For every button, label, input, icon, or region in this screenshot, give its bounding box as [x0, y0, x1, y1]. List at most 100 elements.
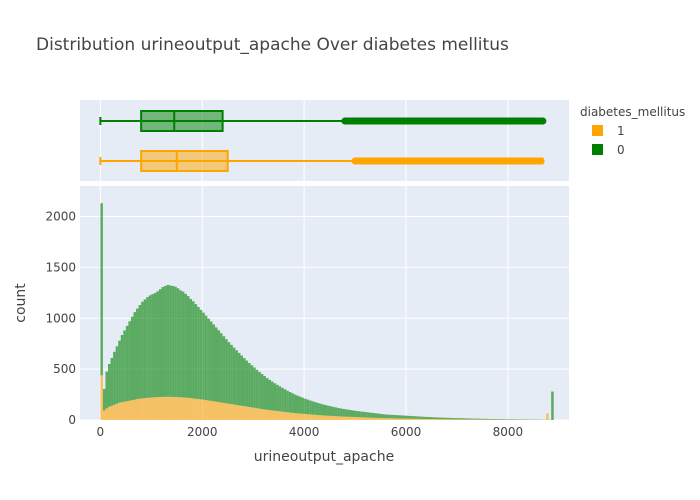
histogram-bar-1[interactable] — [194, 398, 198, 420]
histogram-bar-0[interactable] — [372, 413, 376, 418]
legend-item-1[interactable]: 1 — [592, 124, 625, 138]
histogram-bar-1[interactable] — [434, 419, 437, 420]
histogram-bar-1[interactable] — [123, 401, 126, 420]
histogram-bar-1[interactable] — [393, 418, 396, 420]
histogram-bar-0[interactable] — [108, 364, 111, 407]
histogram-bar-1[interactable] — [153, 397, 157, 420]
histogram-bar-1[interactable] — [273, 410, 277, 420]
histogram-bar-1[interactable] — [212, 401, 215, 420]
histogram-bar-1[interactable] — [105, 408, 109, 420]
histogram-bar-0[interactable] — [171, 286, 175, 397]
histogram-bar-1[interactable] — [136, 399, 139, 420]
histogram-bar-1[interactable] — [411, 418, 414, 420]
histogram-bar-0[interactable] — [416, 416, 419, 419]
histogram-bar-0[interactable] — [268, 379, 272, 411]
legend[interactable]: diabetes_mellitus 10 — [580, 105, 685, 157]
histogram-bar-0[interactable] — [327, 405, 330, 416]
histogram-bar-0[interactable] — [146, 297, 149, 398]
histogram-bar-1[interactable] — [375, 417, 378, 420]
histogram-bar-1[interactable] — [125, 401, 129, 420]
histogram-bar-1[interactable] — [441, 419, 445, 420]
histogram-bar-1[interactable] — [100, 375, 103, 420]
histogram-bar-1[interactable] — [403, 418, 406, 420]
histogram-bar-1[interactable] — [108, 406, 111, 420]
legend-item-0[interactable]: 0 — [592, 143, 625, 157]
histogram-bar-0[interactable] — [293, 394, 297, 414]
histogram-bar-1[interactable] — [118, 402, 121, 420]
box-plot-0[interactable] — [99, 110, 547, 132]
histogram-bar-1[interactable] — [377, 417, 381, 420]
histogram-bar-1[interactable] — [265, 409, 269, 420]
histogram-bar-1[interactable] — [181, 397, 185, 420]
histogram-bar-0[interactable] — [454, 418, 457, 420]
histogram-bar-1[interactable] — [367, 417, 371, 420]
histogram-bar-0[interactable] — [436, 417, 440, 420]
histogram-bar-0[interactable] — [232, 347, 236, 405]
histogram-bar-1[interactable] — [314, 414, 317, 420]
histogram-bar-0[interactable] — [192, 301, 195, 399]
histogram-bar-0[interactable] — [120, 335, 124, 403]
histogram-bar-1[interactable] — [416, 418, 419, 420]
histogram-bar-0[interactable] — [492, 418, 496, 420]
histogram-bar-0[interactable] — [227, 342, 231, 404]
histogram-bar-0[interactable] — [128, 321, 131, 401]
histogram-bar-1[interactable] — [288, 412, 292, 420]
histogram-bar-1[interactable] — [388, 418, 391, 420]
histogram-bar-1[interactable] — [431, 419, 435, 420]
histogram-bar-0[interactable] — [199, 309, 203, 400]
histogram-bar-0[interactable] — [301, 397, 305, 414]
histogram-bar-1[interactable] — [304, 413, 307, 420]
histogram-bar-0[interactable] — [495, 419, 498, 420]
histogram-bar-0[interactable] — [186, 296, 190, 398]
histogram-bar-0[interactable] — [197, 306, 200, 400]
histogram-bar-0[interactable] — [349, 410, 353, 417]
histogram-bar-1[interactable] — [309, 414, 312, 420]
histogram-bar-0[interactable] — [334, 407, 338, 417]
histogram-bar-1[interactable] — [230, 404, 233, 420]
histogram-bar-0[interactable] — [423, 416, 427, 419]
histogram-bar-1[interactable] — [449, 419, 452, 420]
histogram-bar-0[interactable] — [169, 285, 172, 397]
histogram-bar-1[interactable] — [207, 400, 210, 420]
histogram-bar-1[interactable] — [133, 399, 137, 420]
histogram-bar-0[interactable] — [314, 402, 317, 415]
histogram-bar-1[interactable] — [148, 397, 152, 420]
histogram-bar-1[interactable] — [235, 404, 238, 420]
histogram-bar-0[interactable] — [143, 299, 147, 399]
histogram-bar-0[interactable] — [444, 417, 447, 420]
histogram-bar-0[interactable] — [456, 418, 460, 420]
histogram-bar-0[interactable] — [153, 292, 157, 398]
histogram-bar-1[interactable] — [158, 397, 162, 420]
histogram-bar-1[interactable] — [197, 399, 200, 420]
histogram-bar-1[interactable] — [291, 412, 294, 420]
histogram-bar-0[interactable] — [482, 418, 485, 420]
histogram-bar-1[interactable] — [276, 411, 279, 420]
histogram-bar-0[interactable] — [418, 416, 422, 419]
histogram-bar-0[interactable] — [237, 352, 241, 406]
histogram-bar-0[interactable] — [551, 391, 554, 420]
histogram-bar-0[interactable] — [355, 410, 358, 418]
histogram-bar-0[interactable] — [426, 416, 429, 419]
histogram-bar-0[interactable] — [130, 316, 134, 401]
histogram-bar-0[interactable] — [385, 414, 389, 419]
histogram-bar-0[interactable] — [217, 330, 221, 403]
histogram-bar-1[interactable] — [174, 397, 177, 420]
histogram-bar-0[interactable] — [464, 418, 468, 420]
histogram-bar-0[interactable] — [321, 404, 325, 416]
histogram-bar-1[interactable] — [164, 396, 167, 420]
histogram-bar-0[interactable] — [434, 417, 437, 420]
histogram-bar-1[interactable] — [113, 404, 116, 420]
histogram-bar-1[interactable] — [222, 402, 226, 420]
histogram-bar-0[interactable] — [299, 396, 302, 414]
histogram-bar-0[interactable] — [309, 400, 312, 415]
histogram-bar-0[interactable] — [446, 417, 450, 420]
histogram-bar-1[interactable] — [469, 419, 473, 420]
histogram-bar-0[interactable] — [502, 419, 506, 420]
histogram-bar-1[interactable] — [444, 419, 447, 420]
histogram-bar-0[interactable] — [439, 417, 442, 420]
histogram-bar-1[interactable] — [169, 396, 172, 420]
histogram-bar-0[interactable] — [136, 308, 139, 400]
histogram-bar-1[interactable] — [245, 406, 249, 420]
histogram-bar-1[interactable] — [428, 418, 432, 420]
histogram-bar-1[interactable] — [161, 396, 165, 420]
